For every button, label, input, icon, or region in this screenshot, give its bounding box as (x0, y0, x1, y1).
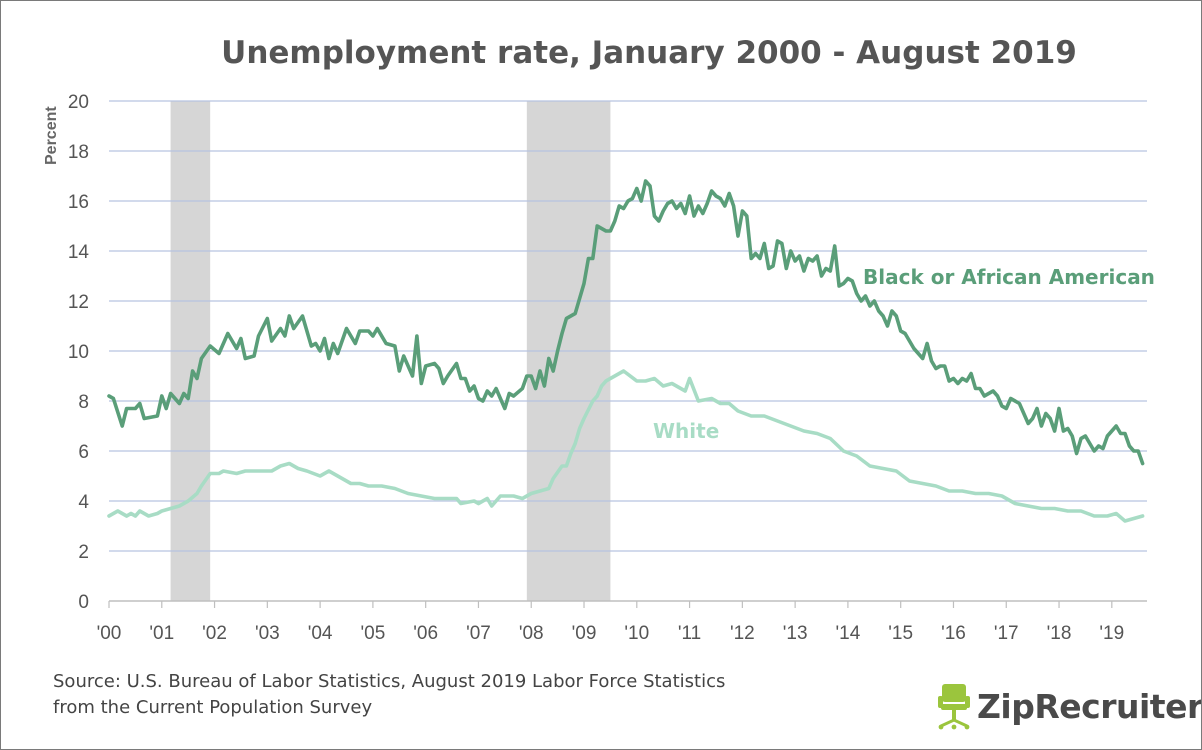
x-tick-label: '19 (1099, 623, 1124, 644)
chair-icon (938, 684, 970, 730)
chart-title: Unemployment rate, January 2000 - August… (221, 35, 1077, 71)
x-tick-label: '14 (836, 623, 861, 644)
x-tick-label: '03 (255, 623, 280, 644)
y-tick-label: 18 (68, 142, 89, 163)
y-tick-label: 16 (68, 192, 89, 213)
x-tick-label: '10 (624, 623, 649, 644)
x-tick-label: '12 (730, 623, 755, 644)
x-tick-label: '02 (202, 623, 227, 644)
y-tick-label: 14 (68, 242, 90, 263)
x-tick-label: '00 (97, 623, 122, 644)
series-line-2 (107, 369, 1145, 523)
x-tick-label: '07 (466, 623, 491, 644)
x-tick-label: '08 (519, 623, 544, 644)
y-tick-label: 2 (78, 542, 89, 563)
x-tick-label: '06 (413, 623, 438, 644)
series-line-1 (107, 179, 1145, 466)
y-tick-label: 10 (68, 342, 89, 363)
series-label-2: White (653, 419, 719, 443)
ziprecruiter-logo: ZipRecruiter® (937, 681, 1202, 731)
y-tick-label: 0 (78, 592, 89, 613)
x-tick-label: '16 (941, 623, 966, 644)
series-label-1: Black or African American (863, 265, 1155, 289)
y-tick-label: 8 (78, 392, 89, 413)
y-tick-label: 12 (68, 292, 89, 313)
y-axis-label: Percent (43, 106, 60, 165)
y-tick-label: 20 (68, 92, 89, 113)
source-line-1: Source: U.S. Bureau of Labor Statistics,… (53, 671, 726, 692)
y-tick-label: 4 (78, 492, 89, 513)
logo-wordmark: ZipRecruiter (977, 686, 1202, 726)
source-note: Source: U.S. Bureau of Labor Statistics,… (53, 669, 725, 721)
y-tick-label: 6 (78, 442, 89, 463)
x-tick-label: '01 (149, 623, 174, 644)
x-tick-label: '13 (783, 623, 808, 644)
x-tick-label: '15 (888, 623, 913, 644)
x-tick-label: '17 (994, 623, 1019, 644)
x-tick-label: '05 (361, 623, 386, 644)
x-tick-label: '18 (1047, 623, 1072, 644)
x-tick-label: '11 (678, 623, 701, 644)
x-tick-label: '04 (308, 623, 333, 644)
source-line-2: from the Current Population Survey (53, 697, 373, 718)
x-tick-label: '09 (572, 623, 597, 644)
